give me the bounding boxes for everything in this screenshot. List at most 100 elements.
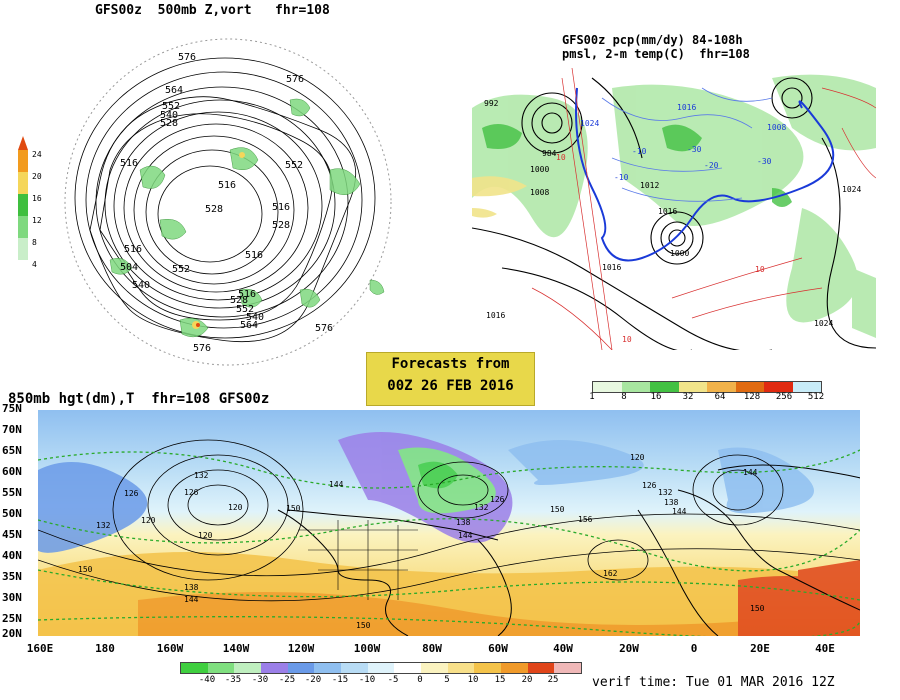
- isobar-label: -20: [704, 161, 719, 170]
- contour-label: 540: [246, 312, 264, 323]
- contour-label: 516: [238, 289, 256, 300]
- contour-label: 576: [286, 74, 304, 85]
- temp-colorbar-ticks: -40 -35 -30 -25 -20 -15 -10 -5 0 5 10 15…: [198, 675, 559, 685]
- lon-label: 160E: [26, 642, 54, 655]
- contour-label: 132: [96, 521, 111, 530]
- lon-label: 20E: [750, 642, 770, 655]
- panel-850mb-title: 850mb hgt(dm),T fhr=108 GFS00z: [8, 391, 270, 407]
- lon-label: 120W: [287, 642, 315, 655]
- isobar-label: 1016: [602, 263, 621, 272]
- forecast-banner: Forecasts from 00Z 26 FEB 2016: [366, 352, 535, 406]
- verif-time: verif time: Tue 01 MAR 2016 12Z: [592, 675, 835, 690]
- contour-label: 552: [285, 160, 303, 171]
- vort-colorbar-ticks: 24 20 16 12 8 4: [32, 150, 42, 269]
- contour-label: 564: [240, 320, 258, 331]
- isobar-label: 1000: [670, 249, 689, 258]
- isobar-label: 1008: [530, 188, 549, 197]
- isobar-label: 10: [622, 335, 632, 344]
- contour-label: 504: [120, 262, 138, 273]
- contour-label: 120: [228, 503, 243, 512]
- contour-label: 144: [458, 531, 473, 540]
- contour-label: 144: [329, 480, 344, 489]
- contour-label: 540: [160, 110, 178, 121]
- contour-label: 132: [194, 471, 209, 480]
- lon-label: 140W: [222, 642, 250, 655]
- lat-label: 65N: [2, 444, 22, 457]
- lat-label: 40N: [2, 549, 22, 562]
- contour-label: 156: [578, 515, 593, 524]
- lat-label: 75N: [2, 402, 22, 415]
- panel-pcp-title-2: pmsl, 2-m temp(C) fhr=108: [562, 47, 750, 61]
- contour-label: 126: [642, 481, 657, 490]
- panel-850mb-map: 132 126 120 132 120 150 126 120 138 144 …: [38, 410, 860, 636]
- contour-label: 120: [630, 453, 645, 462]
- contour-label: 120: [198, 531, 213, 540]
- contour-label: 516: [245, 250, 263, 261]
- lat-label: 30N: [2, 591, 22, 604]
- isobar-label: 1024: [580, 119, 599, 128]
- banner-line-2: 00Z 26 FEB 2016: [387, 378, 514, 394]
- isobar-label: 10: [755, 265, 765, 274]
- isobar-label: 1012: [640, 181, 659, 190]
- lon-label: 160W: [156, 642, 184, 655]
- contour-label: 528: [160, 118, 178, 129]
- contour-label: 144: [743, 468, 758, 477]
- contour-label: 564: [165, 85, 183, 96]
- lat-label: 45N: [2, 528, 22, 541]
- isobar-label: 1024: [842, 185, 861, 194]
- contour-label: 552: [172, 264, 190, 275]
- contour-label: 516: [272, 202, 290, 213]
- contour-label: 516: [218, 180, 236, 191]
- contour-label: 120: [141, 516, 156, 525]
- isobar-label: 1008: [767, 123, 786, 132]
- panel-500mb-title: GFS00z 500mb Z,vort fhr=108: [95, 3, 330, 18]
- contour-label: 150: [750, 604, 765, 613]
- isobar-label: -10: [632, 147, 647, 156]
- contour-label: 126: [124, 489, 139, 498]
- isobar-label: -10: [614, 173, 629, 182]
- contour-label: 576: [315, 323, 333, 334]
- pcp-colorbar-ticks: 1 8 16 32 64 128 256 512: [589, 392, 825, 402]
- contour-label: 516: [120, 158, 138, 169]
- contour-label: 540: [132, 280, 150, 291]
- isobar-label: 1016: [486, 311, 505, 320]
- isobar-label: 1016: [658, 207, 677, 216]
- isobar-label: 984: [542, 149, 557, 158]
- contour-label: 552: [162, 101, 180, 112]
- lon-label: 40E: [815, 642, 835, 655]
- contour-label: 138: [456, 518, 471, 527]
- contour-label: 144: [184, 595, 199, 604]
- banner-line-1: Forecasts from: [391, 356, 510, 372]
- contour-label: 576: [193, 343, 211, 354]
- isobar-label: 1024: [814, 319, 833, 328]
- isobar-label: 1000: [530, 165, 549, 174]
- isobar-label: -30: [757, 157, 772, 166]
- contour-label: 150: [286, 504, 301, 513]
- panel-pcp-title-1: GFS00z pcp(mm/dy) 84-108h: [562, 33, 743, 47]
- vort-colorbar: [18, 136, 28, 260]
- lon-label: 80W: [422, 642, 442, 655]
- lat-label: 50N: [2, 507, 22, 520]
- lat-label: 25N: [2, 612, 22, 625]
- lat-label: 20N: [2, 627, 22, 640]
- lat-label: 70N: [2, 423, 22, 436]
- contour-label: 528: [230, 295, 248, 306]
- temp-colorbar: [180, 662, 582, 674]
- lon-label: 100W: [353, 642, 381, 655]
- pcp-colorbar: [592, 381, 822, 393]
- contour-label: 132: [474, 503, 489, 512]
- lon-label: 40W: [553, 642, 573, 655]
- isobar-label: 1016: [677, 103, 696, 112]
- panel-pcp-map: 992 1024 984 1000 1008 1016 10 1012 1016…: [472, 68, 876, 350]
- lat-label: 60N: [2, 465, 22, 478]
- isobar-label: 992: [484, 99, 499, 108]
- lon-label: 60W: [488, 642, 508, 655]
- contour-label: 138: [664, 498, 679, 507]
- contour-label: 126: [184, 488, 199, 497]
- lat-label: 55N: [2, 486, 22, 499]
- contour-label: 138: [184, 583, 199, 592]
- contour-label: 144: [672, 507, 687, 516]
- isobar-label: 10: [556, 153, 566, 162]
- lat-label: 35N: [2, 570, 22, 583]
- contour-label: 162: [603, 569, 618, 578]
